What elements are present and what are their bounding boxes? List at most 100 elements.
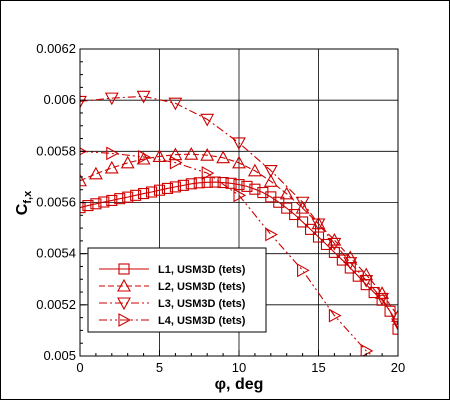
series-3 <box>80 90 398 332</box>
triangle-up-marker <box>359 267 374 281</box>
y-tick-label: 0.005 <box>43 348 76 363</box>
square-marker <box>122 191 134 203</box>
x-axis-title: φ, deg <box>215 376 264 393</box>
triangle-right-marker <box>328 308 342 323</box>
triangle-right-marker <box>138 150 151 164</box>
y-tick-label: 0.0054 <box>36 246 76 261</box>
square-marker <box>146 186 158 198</box>
square-marker <box>130 189 142 201</box>
legend-entry: L3, USM3D (tets) <box>99 297 246 311</box>
series-4 <box>80 146 374 356</box>
legend-label: L4, USM3D (tets) <box>158 315 246 327</box>
square-marker <box>153 184 166 196</box>
triangle-down-marker <box>168 97 183 111</box>
triangle-down-marker <box>80 95 87 109</box>
square-marker <box>289 208 301 221</box>
triangle-right-marker <box>297 263 310 278</box>
triangle-up-marker <box>152 149 167 162</box>
triangle-up-marker <box>279 186 294 200</box>
legend-label: L1, USM3D (tets) <box>158 264 246 276</box>
y-tick-label: 0.006 <box>43 92 76 107</box>
triangle-up-marker <box>311 216 326 230</box>
square-marker <box>336 254 348 266</box>
triangle-down-marker <box>311 218 326 232</box>
triangle-up-marker <box>216 150 231 164</box>
square-marker <box>169 181 181 193</box>
series-line <box>80 153 398 317</box>
triangle-down-marker <box>327 237 342 251</box>
square-marker <box>304 223 317 235</box>
square-marker <box>177 179 189 191</box>
square-marker <box>106 194 118 207</box>
legend-entry: L4, USM3D (tets) <box>99 313 246 327</box>
triangle-up-marker <box>184 146 199 160</box>
legend-label: L2, USM3D (tets) <box>158 281 246 293</box>
triangle-down-marker <box>343 257 358 270</box>
triangle-up-marker <box>88 166 103 180</box>
triangle-right-marker <box>265 227 278 242</box>
square-marker <box>257 186 269 199</box>
legend-entry: L2, USM3D (tets) <box>99 278 246 293</box>
legend-entry: L1, USM3D (tets) <box>99 263 246 276</box>
triangle-right-marker <box>169 155 183 170</box>
triangle-up-marker <box>120 155 135 169</box>
triangle-down-marker <box>375 292 390 306</box>
square-marker <box>233 179 245 191</box>
triangle-down-marker <box>295 196 310 210</box>
square-marker <box>90 198 102 210</box>
triangle-up-marker <box>80 173 87 187</box>
triangle-up-marker <box>232 155 246 169</box>
triangle-down-marker <box>200 113 215 127</box>
square-marker <box>80 202 86 214</box>
triangle-down-marker <box>136 90 151 104</box>
triangle-up-marker <box>200 148 215 161</box>
square-marker <box>297 216 309 228</box>
square-marker <box>138 187 150 200</box>
triangle-right-marker <box>201 166 215 181</box>
square-marker <box>209 176 221 188</box>
y-axis-title: Cf,x <box>14 190 34 215</box>
square-marker <box>118 263 130 275</box>
square-marker <box>193 177 205 189</box>
series-line <box>80 150 373 356</box>
triangle-right-marker <box>233 188 247 203</box>
y-tick-label: 0.0056 <box>36 195 76 210</box>
triangle-up-marker <box>343 250 358 264</box>
square-marker <box>328 246 340 258</box>
series-line <box>80 95 398 325</box>
y-axis-label-subscript: f,x <box>22 190 34 204</box>
triangle-down-marker <box>359 274 374 288</box>
triangle-down-marker <box>232 137 246 151</box>
square-marker <box>225 177 237 189</box>
x-tick-label: 5 <box>156 360 163 375</box>
x-tick-label: 20 <box>391 360 405 375</box>
x-tick-label: 0 <box>76 360 83 375</box>
square-marker <box>98 196 110 208</box>
square-marker <box>241 180 253 192</box>
triangle-up-marker <box>104 160 119 174</box>
triangle-up-marker <box>375 286 390 299</box>
legend-label: L3, USM3D (tets) <box>158 298 246 310</box>
x-axis-label: φ, deg <box>215 376 264 393</box>
triangle-up-marker <box>247 163 262 177</box>
square-marker <box>249 183 261 195</box>
square-marker <box>114 193 126 205</box>
triangle-down-marker <box>391 318 398 332</box>
legend-box <box>87 247 267 333</box>
triangle-down-marker <box>263 164 278 178</box>
axis-ticks: 0 5 10 15 20 0.005 0.0052 0.0054 0.0056 0.0058 0.0… <box>36 41 405 375</box>
square-marker <box>273 196 285 208</box>
square-marker <box>82 200 94 212</box>
y-tick-label: 0.0062 <box>36 41 76 56</box>
series-layer <box>80 90 398 356</box>
triangle-up-marker <box>295 200 310 214</box>
y-tick-label: 0.0058 <box>36 143 76 158</box>
triangle-right-marker <box>106 146 119 161</box>
square-marker <box>217 176 229 189</box>
square-marker <box>201 176 213 188</box>
square-marker <box>312 231 325 243</box>
triangle-down-marker <box>104 92 119 106</box>
triangle-right-marker <box>118 313 132 327</box>
